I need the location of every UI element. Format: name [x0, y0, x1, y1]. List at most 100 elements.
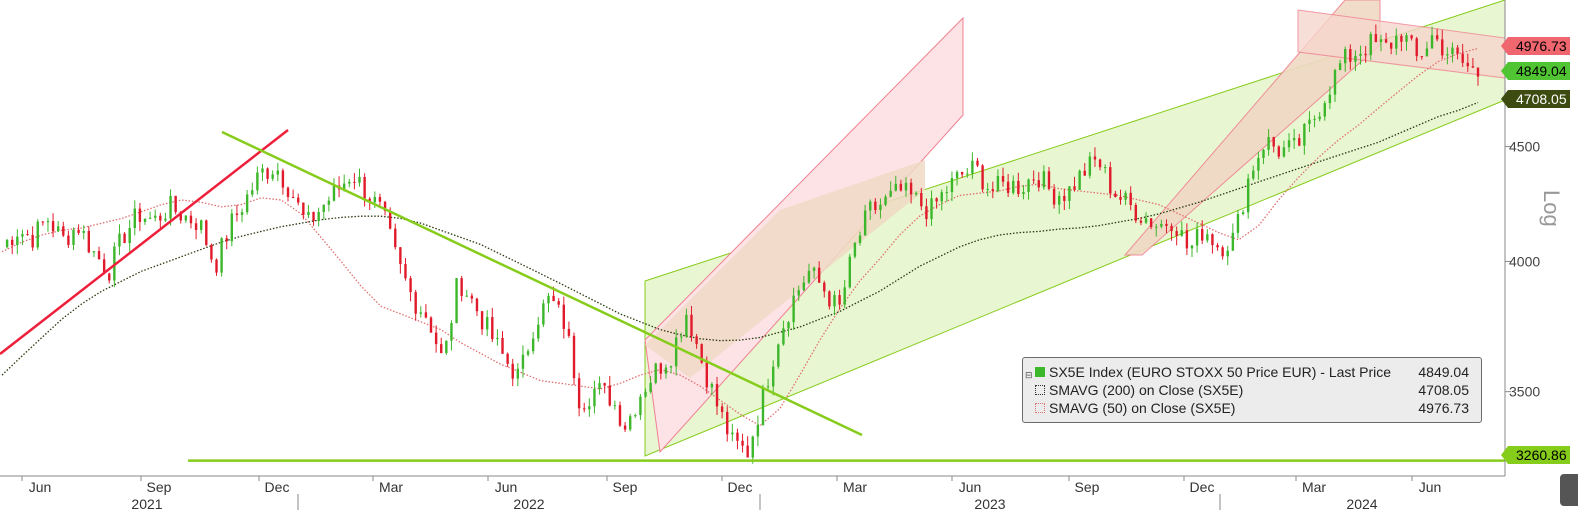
price-candle [1282, 147, 1286, 157]
x-month-label: Jun [29, 479, 52, 495]
price-candle [726, 411, 729, 435]
price-candle [996, 175, 1000, 191]
price-candle [1201, 229, 1204, 241]
price-candle [1425, 48, 1429, 57]
price-candle [848, 256, 852, 288]
price-candle [838, 295, 841, 305]
price-candle [332, 185, 336, 201]
price-candle [475, 298, 479, 312]
legend-item-sma200: SMAVG (200) on Close (SX5E) 4708.05 [1031, 381, 1475, 399]
x-month-label: Dec [1190, 479, 1215, 495]
price-candle [925, 206, 928, 220]
y-tick-label: 4000 [1509, 253, 1540, 269]
price-candle [1323, 103, 1326, 117]
price-candle [1369, 34, 1372, 56]
price-candle [603, 383, 606, 386]
price-candle [506, 353, 509, 364]
price-candle [205, 220, 208, 245]
price-candle [588, 406, 591, 410]
price-candle [812, 267, 816, 271]
price-candle [21, 234, 24, 237]
price-candle [1272, 137, 1275, 147]
price-candle [695, 336, 698, 345]
price-candle [56, 226, 60, 232]
price-candle [562, 304, 565, 329]
price-candle [307, 211, 310, 216]
legend-label-sma200: SMAVG (200) on Close (SX5E) [1049, 382, 1244, 398]
price-candle [440, 344, 443, 354]
x-month-label: Jun [959, 479, 982, 495]
price-tag-sma200: 4708.05 [1501, 90, 1570, 108]
price-candle [41, 221, 45, 223]
price-candle [291, 196, 295, 198]
tree-expand-icon[interactable]: ⊟ [1025, 370, 1033, 380]
price-candle [363, 177, 366, 199]
price-candle [251, 190, 254, 195]
price-candle [470, 295, 474, 299]
legend-item-sma50: SMAVG (50) on Close (SX5E) 4976.73 [1031, 399, 1475, 417]
price-candle [1129, 192, 1132, 205]
price-candle [1461, 53, 1464, 63]
price-candle [394, 228, 397, 248]
y-tick-label: 4500 [1509, 139, 1540, 155]
price-candle [424, 312, 428, 318]
price-candle [981, 165, 984, 190]
price-candle [414, 292, 417, 314]
price-candle [634, 415, 637, 417]
x-month-label: Dec [265, 479, 290, 495]
price-candle [1180, 230, 1183, 236]
price-candle [1139, 220, 1143, 223]
price-candle [1257, 157, 1260, 171]
corner-handle[interactable] [1560, 474, 1578, 506]
price-candle [1119, 197, 1122, 200]
price-candle [863, 210, 867, 236]
price-candle [577, 378, 581, 409]
price-candle [1068, 186, 1071, 201]
x-month-label: Sep [147, 479, 172, 495]
price-candle [879, 204, 882, 210]
price-candle [26, 234, 29, 236]
price-candle [521, 354, 525, 369]
price-candle [756, 425, 760, 437]
price-candle [72, 229, 75, 245]
price-candle [1303, 123, 1306, 146]
price-candle [460, 278, 463, 296]
price-candle [368, 198, 371, 203]
price-candle [1384, 39, 1388, 43]
price-candle [583, 408, 586, 410]
price-candle [807, 270, 811, 283]
price-candle [31, 234, 34, 248]
price-candle [1318, 116, 1321, 120]
legend-value-sma50: 4976.73 [1418, 400, 1469, 416]
price-candle [445, 340, 448, 354]
price-candle [1073, 186, 1076, 190]
price-candle [1441, 39, 1444, 56]
price-candle [1134, 204, 1138, 221]
price-candle [1088, 156, 1092, 176]
price-candle [256, 172, 259, 191]
price-candle [1221, 247, 1224, 257]
price-candle [240, 212, 244, 215]
price-candle [1155, 226, 1158, 228]
price-candle [1313, 119, 1316, 121]
price-candle [67, 235, 70, 245]
price-candle [1052, 188, 1056, 205]
price-candle [741, 440, 744, 446]
price-candle [542, 303, 545, 325]
price-candle [230, 213, 234, 242]
price-candle [399, 247, 402, 265]
price-candle [950, 178, 954, 193]
price-candle [358, 177, 361, 183]
price-candle [1379, 39, 1383, 43]
price-candle [1144, 218, 1148, 223]
price-candle [1476, 67, 1480, 77]
price-candle [501, 337, 504, 354]
price-candle [623, 425, 627, 430]
price-candle [353, 181, 356, 183]
price-candle [1354, 55, 1357, 62]
price-candle [639, 396, 642, 416]
price-candle [572, 335, 576, 379]
price-candle [138, 208, 142, 222]
x-month-label: Dec [728, 479, 753, 495]
price-candle [465, 295, 468, 297]
